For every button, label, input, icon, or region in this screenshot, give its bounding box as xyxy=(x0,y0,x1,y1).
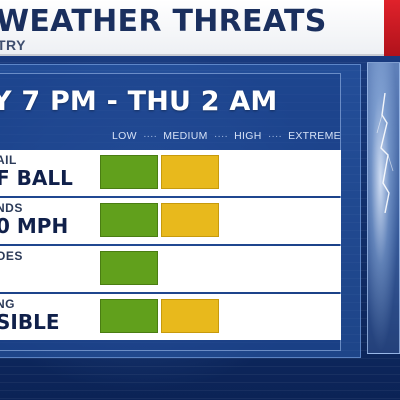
threat-name: NG xyxy=(0,297,15,311)
threat-name: OES xyxy=(0,249,23,263)
scale-medium-label: MEDIUM xyxy=(163,130,208,142)
threat-scale: LOW ···· MEDIUM ···· HIGH ···· EXTREME xyxy=(112,128,341,144)
threat-value: 0 MPH xyxy=(0,214,69,238)
threat-value: SIBLE xyxy=(0,310,60,334)
header-accent-stripe xyxy=(384,0,400,56)
level-low-block xyxy=(100,299,158,333)
level-medium-block xyxy=(161,299,219,333)
level-medium-block xyxy=(161,203,219,237)
scale-low-label: LOW xyxy=(112,130,137,142)
threat-name: AIL xyxy=(0,153,17,167)
scale-separator: ···· xyxy=(267,130,282,142)
page-subtitle: TRY xyxy=(0,37,26,53)
threat-row-hail: AIL F BALL xyxy=(0,150,341,196)
threat-row-flooding: NG SIBLE xyxy=(0,294,341,340)
scale-separator: ···· xyxy=(213,130,228,142)
level-low-block xyxy=(100,251,158,285)
level-low-block xyxy=(100,203,158,237)
lightning-storm-image xyxy=(367,62,400,354)
header-bar: WEATHER THREATS TRY xyxy=(0,0,400,56)
scale-separator: ···· xyxy=(143,130,158,142)
threat-row-winds: NDS 0 MPH xyxy=(0,198,341,244)
threat-name: NDS xyxy=(0,201,23,215)
scale-high-label: HIGH xyxy=(234,130,262,142)
threat-value: F BALL xyxy=(0,166,73,190)
scale-extreme-label: EXTREME xyxy=(288,130,341,142)
page-title: WEATHER THREATS xyxy=(0,4,327,39)
level-low-block xyxy=(100,155,158,189)
lightning-bolt-icon xyxy=(376,93,394,213)
time-range-label: Y 7 PM - THU 2 AM xyxy=(0,86,278,117)
level-medium-block xyxy=(161,155,219,189)
threat-row-tornadoes: OES xyxy=(0,246,341,292)
